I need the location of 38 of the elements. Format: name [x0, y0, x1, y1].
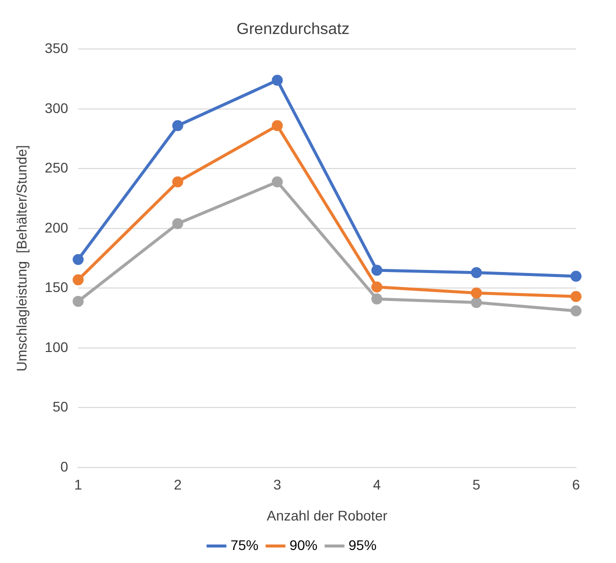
point: [371, 264, 382, 276]
point: [172, 120, 184, 132]
legend-label: 75%: [230, 536, 258, 553]
point: [72, 274, 84, 286]
point: [172, 218, 184, 230]
y-tick-label: 150: [44, 279, 68, 296]
x-tick-label: 3: [273, 476, 282, 493]
x-tick-label: 6: [572, 476, 580, 493]
legend-label: 95%: [348, 536, 377, 553]
y-tick-label: 250: [44, 160, 68, 176]
point: [570, 270, 582, 282]
point: [570, 291, 582, 302]
point: [371, 293, 382, 304]
y-axis-title: Umschlagleistung [Behälter/Stunde]: [13, 145, 30, 372]
legend-label: 90%: [289, 536, 318, 553]
point: [470, 297, 482, 308]
point: [72, 254, 84, 265]
point: [570, 305, 582, 316]
point: [72, 296, 84, 307]
point: [272, 74, 283, 86]
point: [272, 176, 283, 188]
point: [172, 176, 184, 188]
x-tick-label: 4: [372, 476, 381, 493]
point: [371, 281, 382, 292]
point: [272, 120, 283, 132]
y-tick-label: 0: [60, 458, 68, 474]
y-tick-label: 300: [44, 100, 68, 116]
x-axis-title: Anzahl der Roboter: [266, 507, 388, 524]
x-tick-label: 2: [174, 476, 182, 493]
y-tick-label: 50: [52, 398, 68, 415]
y-tick-label: 200: [44, 219, 68, 236]
y-tick-label: 350: [44, 40, 68, 56]
x-tick-label: 1: [74, 476, 82, 493]
chart-title: Grenzdurchsatz: [236, 21, 350, 38]
point: [470, 287, 482, 298]
x-tick-label: 5: [472, 476, 481, 493]
point: [470, 267, 482, 278]
y-tick-label: 100: [44, 338, 68, 355]
